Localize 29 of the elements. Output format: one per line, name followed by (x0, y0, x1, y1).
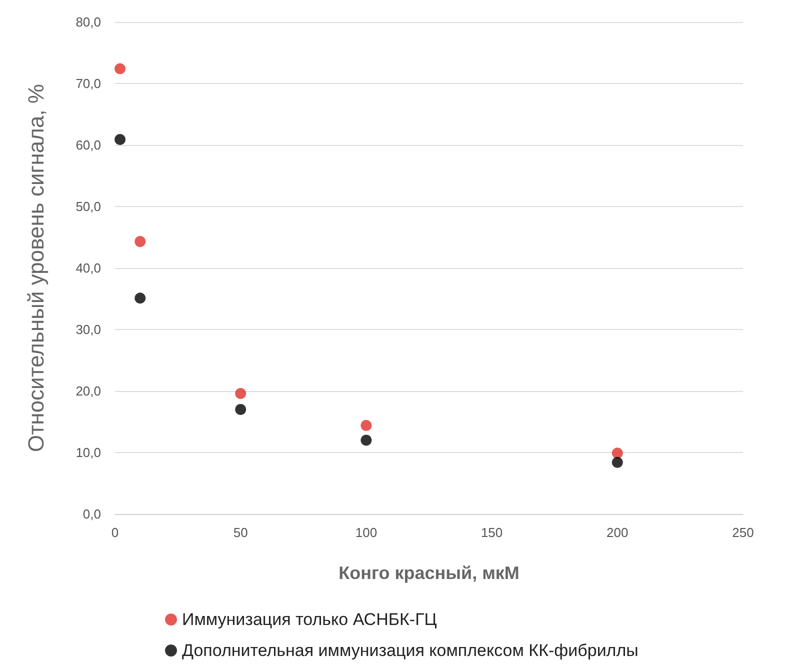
point (360, 420, 372, 431)
x-tick-label: 0 (111, 525, 119, 540)
y-tick-label: 60,0 (76, 138, 101, 152)
point (612, 448, 623, 459)
point (134, 236, 146, 248)
y-axis-title: Относительный уровень сигнала, % (24, 84, 48, 452)
y-tick-label: 80,0 (76, 14, 101, 30)
y-tick-label: 50,0 (76, 199, 101, 214)
x-tick-label: 100 (355, 525, 378, 540)
x-tick-label: 50 (233, 525, 248, 540)
legend-label: Иммунизация только АСНБК-ГЦ (182, 610, 438, 629)
y-tick-label: 0,0 (82, 506, 101, 522)
point (114, 63, 126, 74)
point (114, 134, 126, 145)
legend-label: Дополнительная иммунизация комплексом КК-фибриллы (182, 641, 638, 660)
point (134, 292, 146, 304)
point (612, 456, 623, 468)
x-tick-label: 250 (732, 525, 754, 540)
y-tick-label: 40,0 (76, 260, 101, 276)
y-tick-label: 70,0 (76, 76, 101, 91)
x-tick-label: 150 (480, 525, 503, 540)
point (235, 404, 246, 415)
y-tick-label: 10,0 (76, 445, 101, 460)
point (235, 388, 246, 399)
x-tick-label: 200 (606, 525, 628, 540)
y-tick-label: 20,0 (76, 384, 101, 398)
x-axis-title: Конго красный, мкМ (338, 563, 520, 583)
point (360, 434, 372, 446)
y-tick-label: 30,0 (76, 322, 101, 337)
